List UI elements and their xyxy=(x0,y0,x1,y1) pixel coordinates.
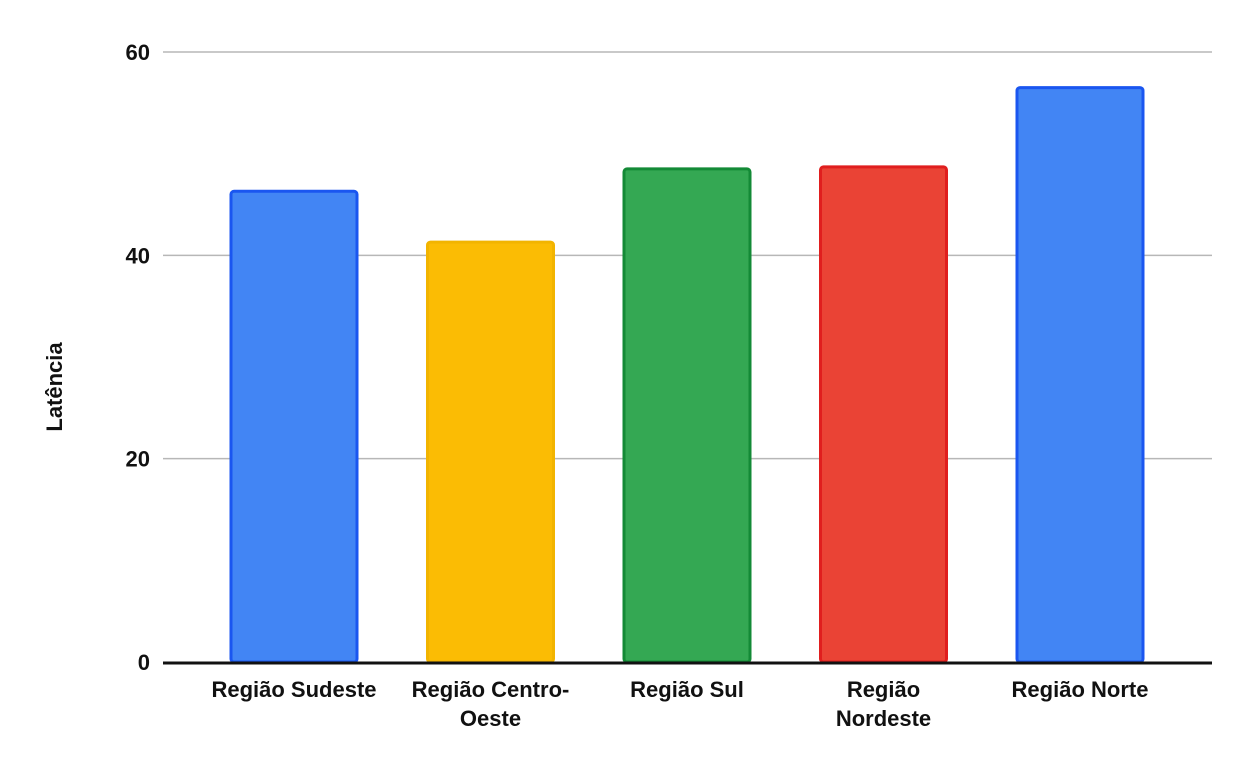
bar xyxy=(1015,86,1145,664)
y-axis-ticks: 0 20 40 60 xyxy=(126,40,150,675)
y-tick-label: 60 xyxy=(126,40,150,65)
bars xyxy=(229,86,1145,664)
x-tick-label: Região Sudeste xyxy=(211,677,376,702)
x-axis-labels: Região Sudeste Região Centro-Oeste Região … xyxy=(211,677,1148,731)
x-tick-label: Região Nordeste xyxy=(836,677,931,731)
y-tick-label: 20 xyxy=(126,447,150,472)
y-tick-label: 40 xyxy=(126,243,150,268)
x-tick-label: Região Sul xyxy=(630,677,744,702)
x-tick-label: Região Centro-Oeste xyxy=(412,677,570,731)
bar xyxy=(622,167,752,664)
bar xyxy=(229,189,359,664)
bar xyxy=(819,165,948,664)
bar xyxy=(426,240,555,664)
y-tick-label: 0 xyxy=(138,650,150,675)
x-tick-label: Região Norte xyxy=(1012,677,1149,702)
y-axis-title: Latência xyxy=(42,342,67,432)
